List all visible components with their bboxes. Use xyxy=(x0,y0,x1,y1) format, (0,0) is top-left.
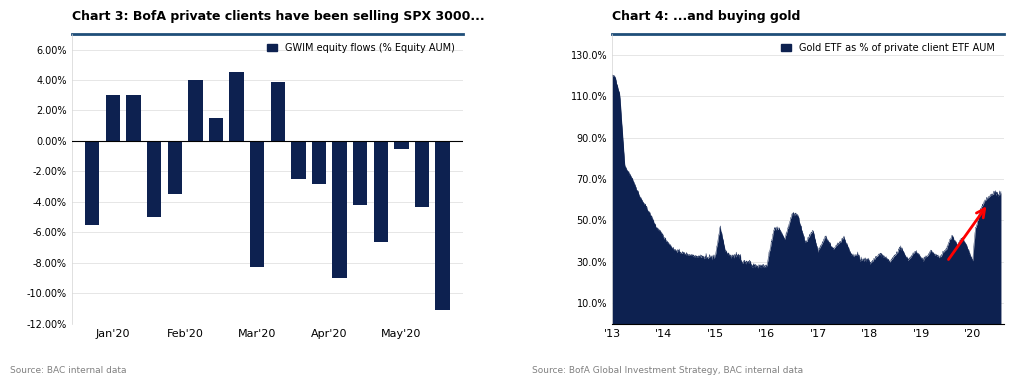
Bar xyxy=(333,141,347,278)
Bar xyxy=(188,80,203,141)
Text: Chart 3: BofA private clients have been selling SPX 3000...: Chart 3: BofA private clients have been … xyxy=(72,10,484,23)
Bar xyxy=(229,72,244,141)
Bar xyxy=(270,82,285,141)
Text: Chart 4: ...and buying gold: Chart 4: ...and buying gold xyxy=(612,10,801,23)
Text: Source: BofA Global Investment Strategy, BAC internal data: Source: BofA Global Investment Strategy,… xyxy=(532,367,804,375)
Bar xyxy=(146,141,162,217)
Bar xyxy=(353,141,368,205)
Bar xyxy=(168,141,182,194)
Bar xyxy=(209,118,223,141)
Legend: GWIM equity flows (% Equity AUM): GWIM equity flows (% Equity AUM) xyxy=(263,39,459,57)
Bar xyxy=(250,141,264,267)
Bar xyxy=(435,141,450,310)
Bar xyxy=(105,95,120,141)
Bar xyxy=(85,141,99,225)
Bar xyxy=(394,141,409,149)
Text: Source: BAC internal data: Source: BAC internal data xyxy=(10,367,127,375)
Bar xyxy=(374,141,388,242)
Legend: Gold ETF as % of private client ETF AUM: Gold ETF as % of private client ETF AUM xyxy=(777,39,998,57)
Bar xyxy=(415,141,429,207)
Bar xyxy=(126,95,140,141)
Bar xyxy=(291,141,305,179)
Bar xyxy=(311,141,327,184)
